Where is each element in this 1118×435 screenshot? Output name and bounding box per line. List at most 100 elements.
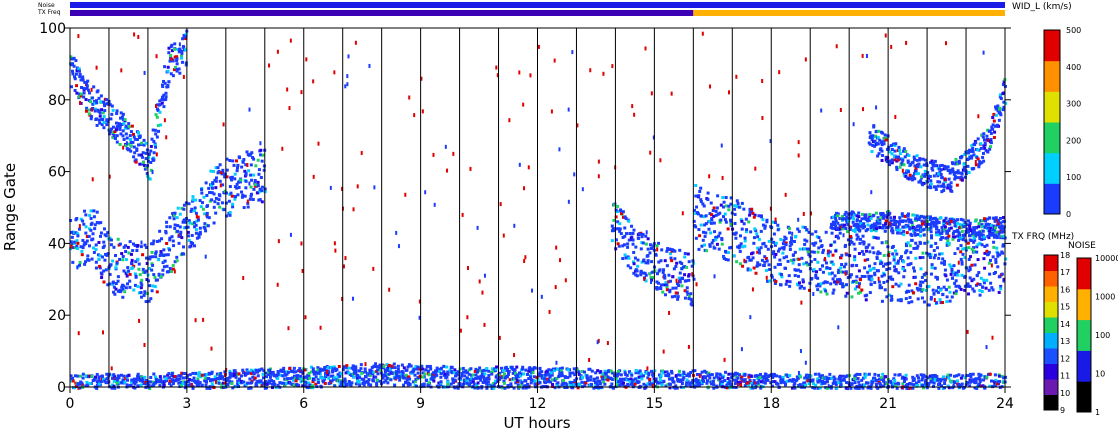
echo-point — [857, 291, 861, 295]
echo-point — [905, 382, 909, 386]
echo-point — [818, 379, 822, 383]
echo-point — [468, 383, 472, 387]
echo-point — [611, 386, 615, 390]
echo-point — [94, 260, 98, 264]
echo-point — [176, 224, 180, 228]
echo-point — [887, 145, 891, 149]
echo-point — [92, 246, 96, 250]
echo-point — [184, 63, 188, 67]
echo-point — [181, 382, 185, 386]
echo-point — [182, 203, 186, 207]
echo-point — [800, 284, 804, 288]
echo-point — [264, 380, 268, 384]
echo-point — [258, 198, 262, 202]
echo-point — [127, 269, 131, 273]
echo-point — [924, 378, 928, 382]
echo-point — [226, 382, 230, 386]
echo-point — [952, 291, 956, 295]
echo-point — [972, 153, 976, 157]
echo-point — [162, 383, 166, 387]
echo-point — [182, 33, 186, 37]
echo-point — [686, 380, 690, 384]
echo-point — [644, 384, 648, 388]
echo-point — [640, 377, 644, 381]
echo-point — [775, 374, 779, 378]
echo-point — [957, 159, 961, 163]
echo-point — [285, 372, 289, 376]
echo-point — [900, 212, 904, 216]
echo-point — [721, 374, 725, 378]
echo-point — [974, 234, 978, 238]
echo-point — [100, 108, 104, 112]
echo-point — [606, 375, 610, 379]
echo-point — [483, 372, 487, 376]
echo-point — [913, 218, 917, 222]
echo-point — [650, 270, 654, 274]
echo-point — [926, 384, 930, 388]
echo-point — [618, 222, 622, 226]
echo-point — [272, 374, 276, 378]
echo-point — [131, 266, 135, 270]
echo-point — [147, 383, 151, 387]
echo-point — [533, 382, 537, 386]
echo-point — [401, 374, 405, 378]
echo-point — [1001, 380, 1005, 384]
echo-point — [719, 203, 723, 207]
echo-point — [992, 240, 996, 244]
echo-point — [837, 377, 841, 381]
echo-point — [924, 172, 928, 176]
echo-point — [180, 60, 184, 64]
echo-point — [598, 379, 602, 383]
echo-point — [885, 295, 889, 299]
echo-point — [955, 221, 959, 225]
echo-point — [409, 364, 413, 368]
echo-point — [716, 376, 720, 380]
echo-point — [288, 381, 292, 385]
echo-point — [144, 300, 148, 304]
echo-point — [926, 240, 930, 244]
echo-point — [673, 294, 677, 298]
echo-point — [896, 231, 900, 235]
echo-point — [980, 290, 984, 294]
echo-point — [538, 366, 542, 370]
echo-point — [479, 374, 483, 378]
echo-point — [572, 383, 576, 387]
echo-point — [191, 195, 195, 199]
echo-point — [729, 382, 733, 386]
echo-point — [484, 378, 488, 382]
echo-point — [300, 369, 304, 373]
echo-point — [515, 365, 519, 369]
echo-point — [896, 158, 900, 162]
echo-point — [480, 372, 484, 376]
echo-point — [110, 112, 114, 116]
echo-point — [501, 386, 505, 390]
echo-point — [559, 369, 563, 373]
echo-point — [857, 282, 861, 286]
echo-point — [211, 181, 215, 185]
echo-point — [169, 269, 173, 273]
echo-point — [386, 381, 390, 385]
echo-point — [926, 227, 930, 231]
echo-point — [733, 207, 737, 211]
echo-point — [876, 236, 880, 240]
echo-point — [884, 375, 888, 379]
echo-point — [249, 152, 253, 156]
echo-point — [857, 386, 861, 390]
echo-point — [536, 378, 540, 382]
echo-point — [179, 54, 183, 58]
echo-point — [261, 153, 265, 157]
echo-point — [386, 369, 390, 373]
echo-point — [125, 374, 129, 378]
echo-point — [796, 268, 800, 272]
echo-point — [921, 183, 925, 187]
echo-point — [791, 378, 795, 382]
echo-point — [150, 137, 154, 141]
echo-point — [188, 221, 192, 225]
echo-point — [184, 48, 188, 52]
echo-point — [916, 172, 920, 176]
echo-point — [364, 370, 368, 374]
echo-point — [940, 225, 944, 229]
echo-point — [95, 221, 99, 225]
echo-point — [816, 386, 820, 390]
echo-point — [744, 217, 748, 221]
